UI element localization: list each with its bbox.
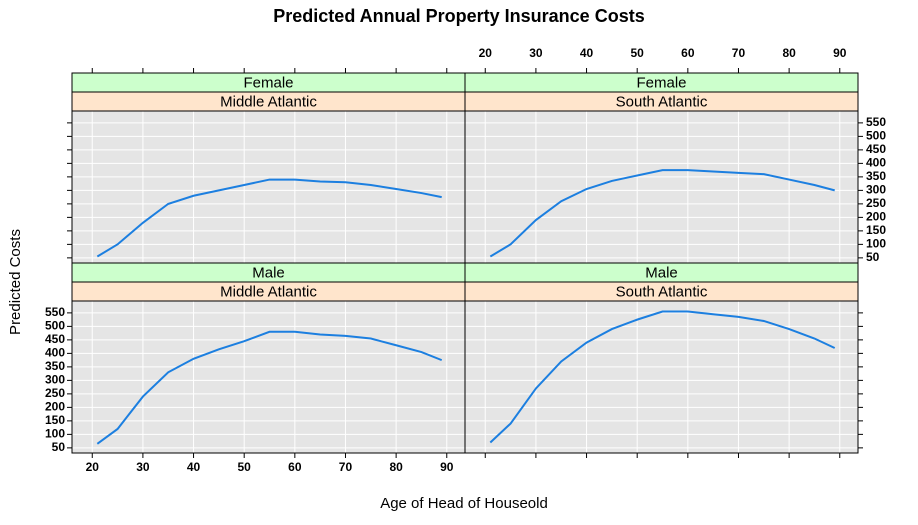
x-tick-label: 50	[631, 46, 645, 60]
y-tick-label: 300	[866, 183, 886, 197]
x-tick-label: 40	[187, 460, 201, 474]
y-tick-label: 100	[45, 427, 65, 441]
y-tick-label: 100	[866, 237, 886, 251]
strip-label: Male	[645, 264, 678, 281]
y-tick-label: 400	[866, 156, 886, 170]
y-tick-label: 350	[866, 169, 886, 183]
x-tick-label: 90	[833, 46, 847, 60]
y-tick-label: 550	[45, 305, 65, 319]
x-tick-label: 20	[479, 46, 493, 60]
strip-label: Male	[252, 264, 285, 281]
x-tick-label: 30	[529, 46, 543, 60]
y-tick-label: 50	[52, 440, 66, 454]
x-tick-label: 30	[136, 460, 150, 474]
y-tick-label: 300	[45, 373, 65, 387]
y-axis-label: Predicted Costs	[7, 229, 24, 335]
y-tick-label: 250	[45, 386, 65, 400]
y-tick-label: 350	[45, 359, 65, 373]
panel-background	[72, 111, 465, 263]
y-tick-label: 550	[866, 115, 886, 129]
y-tick-label: 200	[45, 400, 65, 414]
y-tick-label: 400	[45, 346, 65, 360]
line	[96, 330, 443, 445]
y-tick-label: 250	[866, 196, 886, 210]
strip-label: South Atlantic	[616, 283, 708, 300]
x-tick-label: 20	[86, 460, 100, 474]
strip-label: Female	[243, 74, 293, 91]
y-tick-label: 500	[866, 129, 886, 143]
strip-label: Female	[636, 74, 686, 91]
x-tick-label: 80	[782, 46, 796, 60]
panel-background	[465, 301, 858, 453]
panel-background	[465, 111, 858, 263]
x-tick-label: 80	[389, 460, 403, 474]
y-tick-label: 150	[45, 413, 65, 427]
panel-background	[72, 301, 465, 453]
strip-label: Middle Atlantic	[220, 93, 317, 110]
y-tick-label: 450	[45, 332, 65, 346]
x-tick-label: 90	[440, 460, 454, 474]
line	[489, 169, 835, 258]
x-tick-label: 70	[339, 460, 353, 474]
y-tick-label: 50	[866, 250, 880, 264]
x-tick-label: 50	[238, 460, 252, 474]
line	[489, 310, 836, 444]
x-tick-label: 70	[732, 46, 746, 60]
y-tick-label: 150	[866, 223, 886, 237]
x-axis-label: Age of Head of Houseold	[380, 495, 548, 512]
x-tick-label: 40	[580, 46, 594, 60]
strip-label: South Atlantic	[616, 93, 708, 110]
chart-title: Predicted Annual Property Insurance Cost…	[273, 6, 644, 26]
strip-label: Middle Atlantic	[220, 283, 317, 300]
x-tick-label: 60	[681, 46, 695, 60]
y-tick-label: 200	[866, 210, 886, 224]
y-tick-label: 500	[45, 319, 65, 333]
line	[96, 178, 442, 258]
panel-border	[464, 300, 859, 454]
x-tick-label: 60	[288, 460, 302, 474]
y-tick-label: 450	[866, 142, 886, 156]
